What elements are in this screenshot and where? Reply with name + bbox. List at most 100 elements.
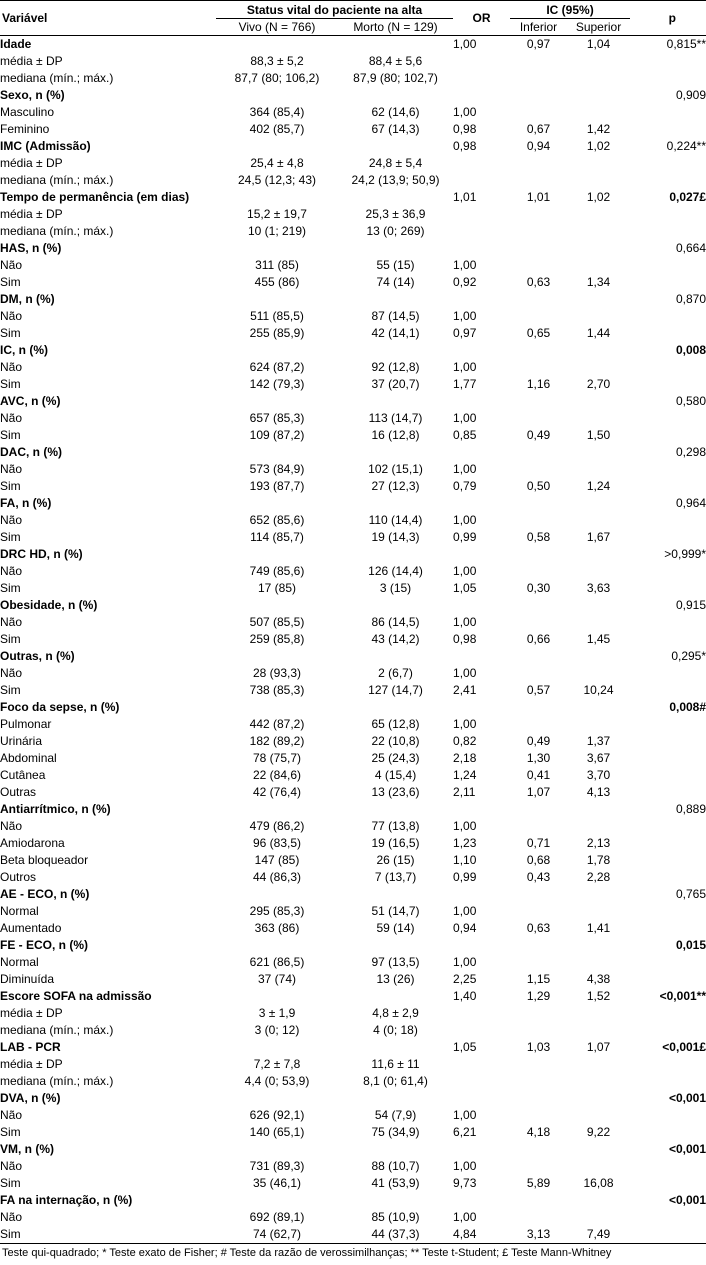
cell-variable: Diminuída [0,972,55,986]
cell-variable: Sim [0,632,21,646]
cell-p: 0,664 [675,241,706,255]
cell-variable: Não [0,513,23,527]
cell-ci-upper: 1,45 [586,632,611,646]
header-p: p [630,0,706,36]
cell-dead: 7 (13,7) [374,870,417,884]
table-row: Outras 42 (76,4) 13 (23,6) 2,11 1,07 4,13 [0,784,706,801]
cell-or [453,53,510,70]
cell-ci-lower [510,1158,567,1175]
cell-or: 1,00 [453,1108,477,1122]
cell-alive: 44 (86,3) [252,870,302,884]
cell-ci-upper: 3,63 [586,581,611,595]
cell-dead [338,189,453,206]
cell-or: 1,00 [453,105,477,119]
cell-or: 0,92 [453,275,477,289]
table-row: média ± DP 25,4 ± 4,8 24,8 ± 5,4 [0,155,706,172]
table-row: Sim 17 (85) 3 (15) 1,05 0,30 3,63 [0,580,706,597]
cell-ci-upper [567,1158,630,1175]
cell-p [630,308,706,325]
table-row: Pulmonar 442 (87,2) 65 (12,8) 1,00 [0,716,706,733]
table-row: Sexo, n (%) 0,909 [0,87,706,104]
cell-dead [338,801,453,818]
cell-or: 2,18 [453,751,477,765]
cell-variable: Sim [0,479,21,493]
cell-p: 0,580 [675,394,706,408]
cell-variable: Aumentado [0,921,62,935]
cell-p [630,1158,706,1175]
cell-p [630,614,706,631]
table-footnote: Teste qui-quadrado; * Teste exato de Fis… [2,1247,612,1259]
cell-or: 0,99 [453,530,477,544]
cell-alive [216,648,338,665]
cell-ci-lower: 1,03 [526,1040,551,1054]
cell-ci-lower [510,1022,567,1039]
cell-ci-lower: 0,49 [526,734,551,748]
table-row: VM, n (%) <0,001 [0,1141,706,1158]
cell-variable: DVA, n (%) [0,1091,61,1105]
cell-ci-upper: 9,22 [586,1125,611,1139]
cell-dead: 2 (6,7) [378,666,413,680]
cell-ci-upper [567,155,630,172]
cell-or: 1,00 [453,411,477,425]
cell-variable: Beta bloqueador [0,853,89,867]
cell-p: 0,224** [666,139,706,153]
cell-alive [216,1141,338,1158]
cell-ci-upper [567,648,630,665]
cell-p [630,1124,706,1141]
cell-alive: 24,5 (12,3; 43) [237,173,317,187]
cell-dead [338,886,453,903]
cell-ci-lower [510,291,567,308]
table-row: Abdominal 78 (75,7) 25 (24,3) 2,18 1,30 3,67 [0,750,706,767]
cell-ci-upper [567,223,630,240]
cell-p [630,733,706,750]
cell-dead [338,342,453,359]
header-status-group: Status vital do paciente na alta [216,0,454,19]
cell-alive [216,87,338,104]
cell-alive: 311 (85) [255,258,299,272]
cell-variable: Normal [0,904,39,918]
cell-alive: 22 (84,6) [252,768,302,782]
cell-ci-upper [567,1073,630,1090]
cell-variable: FA, n (%) [0,496,52,510]
cell-variable: Não [0,360,23,374]
table-row: média ± DP 88,3 ± 5,2 88,4 ± 5,6 [0,53,706,70]
cell-alive [216,937,338,954]
table-row: Sim 35 (46,1) 41 (53,9) 9,73 5,89 16,08 [0,1175,706,1192]
cell-variable: Não [0,615,23,629]
cell-p: 0,027£ [669,190,706,204]
cell-variable: Sim [0,1226,216,1244]
cell-ci-lower: 1,29 [526,989,551,1003]
table-row: Sim 738 (85,3) 127 (14,7) 2,41 0,57 10,24 [0,682,706,699]
cell-ci-lower: 3,13 [510,1226,568,1244]
cell-alive: 479 (86,2) [249,819,305,833]
cell-dead [338,988,453,1005]
cell-alive: 692 (89,1) [249,1210,305,1224]
cell-or: 0,98 [453,632,477,646]
cell-dead: 27 (12,3) [371,479,420,493]
cell-or: 0,85 [453,428,477,442]
cell-or: 2,11 [453,785,476,799]
cell-ci-upper [567,665,630,682]
cell-variable: Não [0,462,23,476]
cell-p [630,223,706,240]
cell-alive: 507 (85,5) [249,615,305,629]
cell-dead: 13 (23,6) [371,785,420,799]
cell-variable: Urinária [0,734,43,748]
cell-p [630,971,706,988]
cell-dead [338,648,453,665]
cell-p [630,410,706,427]
cell-p [630,53,706,70]
table-row: DVA, n (%) <0,001 [0,1090,706,1107]
header-dead: Morto (N = 129) [338,18,454,36]
cell-ci-lower [510,886,567,903]
cell-dead [338,495,453,512]
table-row: Não 479 (86,2) 77 (13,8) 1,00 [0,818,706,835]
cell-ci-lower [510,410,567,427]
cell-p [630,70,706,87]
cell-alive [216,291,338,308]
table-row: média ± DP 7,2 ± 7,8 11,6 ± 11 [0,1056,706,1073]
cell-p [630,954,706,971]
cell-variable: DRC HD, n (%) [0,547,83,561]
cell-alive: 78 (75,7) [252,751,302,765]
cell-variable: Não [0,564,23,578]
